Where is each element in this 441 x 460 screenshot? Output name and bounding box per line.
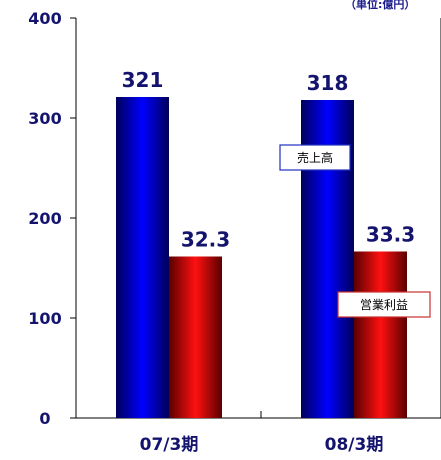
x-tick-label: 08/3期 (325, 435, 384, 455)
legend-sales-box (279, 144, 351, 171)
y-tick-label: 300 (28, 109, 61, 128)
data-label-sales-1: 321 (122, 68, 164, 92)
bar-sales-1 (116, 97, 169, 418)
legend-sales: 売上高 (279, 144, 351, 171)
legend-profit-box (337, 291, 431, 318)
data-label-profit-1: 32.3 (181, 228, 230, 252)
legend-sales-label: 売上高 (297, 150, 333, 165)
bar-profit-1 (169, 256, 222, 418)
y-tick-label: 0 (39, 409, 50, 428)
legend-profit-label: 営業利益 (360, 298, 408, 312)
unit-label: （単位:億円） (345, 0, 415, 11)
data-label-sales-2: 318 (307, 71, 349, 95)
bars-group (116, 97, 407, 418)
y-tick-label: 400 (28, 9, 61, 28)
legend-profit: 営業利益 (337, 291, 431, 318)
y-tick-group: 0 100 200 300 400 (28, 9, 76, 428)
bar-profit-2 (354, 251, 407, 418)
x-tick-group: 07/3期 08/3期 (140, 435, 384, 455)
y-tick-label: 200 (28, 209, 61, 228)
data-label-profit-2: 33.3 (366, 223, 415, 247)
data-labels-group: 321 318 32.3 33.3 (122, 68, 416, 252)
x-tick-label: 07/3期 (140, 435, 199, 455)
y-tick-label: 100 (28, 309, 61, 328)
